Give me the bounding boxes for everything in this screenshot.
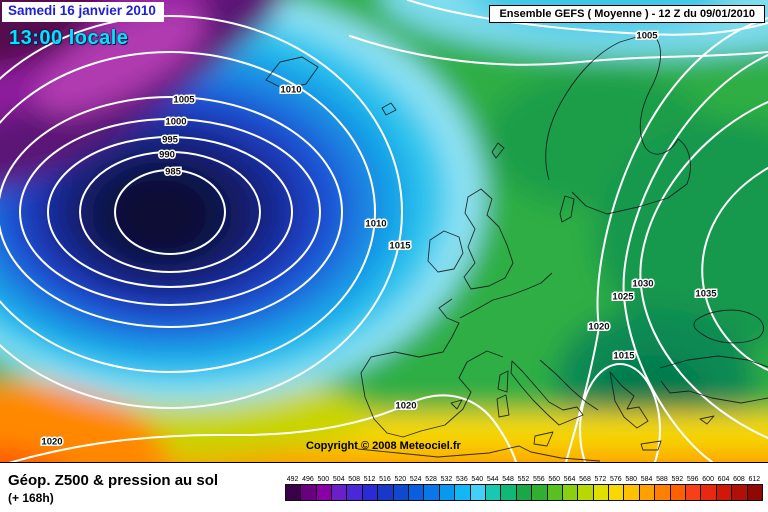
legend-value: 588 xyxy=(656,475,668,483)
legend-swatch xyxy=(731,484,747,500)
legend-swatch xyxy=(746,484,762,500)
legend-value: 572 xyxy=(594,475,607,483)
legend-value: 568 xyxy=(579,475,591,483)
copyright-label: Copyright © 2008 Meteociel.fr xyxy=(306,440,461,452)
legend-swatch xyxy=(654,484,670,500)
legend-swatch xyxy=(561,484,578,500)
weather-map: 1005 1000 995 990 985 1010 1005 1010 1015 1030 102… xyxy=(0,0,768,462)
pressure-label: 1020 xyxy=(588,322,609,333)
date-label: Samedi 16 janvier 2010 xyxy=(8,3,156,18)
legend-value: 544 xyxy=(486,475,499,483)
legend-value: 612 xyxy=(748,475,761,483)
date-box: Samedi 16 janvier 2010 xyxy=(2,2,164,22)
legend-value: 504 xyxy=(332,475,345,483)
legend-swatch xyxy=(500,484,516,500)
pressure-label: 985 xyxy=(165,167,182,178)
legend-value: 604 xyxy=(717,475,730,483)
contour-layer xyxy=(0,0,768,462)
legend-value: 492 xyxy=(286,475,299,483)
legend-value: 548 xyxy=(502,475,514,483)
legend-swatch xyxy=(577,484,593,500)
legend-value: 600 xyxy=(702,475,714,483)
legend-swatch xyxy=(423,484,439,500)
legend-swatch xyxy=(408,484,424,500)
legend-swatch xyxy=(300,484,316,500)
pressure-label: 1010 xyxy=(280,85,301,96)
legend-swatch xyxy=(515,484,532,500)
legend-value: 536 xyxy=(456,475,468,483)
legend: 492 496 500 504 508 512 516 520 524 528 532 536 540 5… xyxy=(284,475,768,501)
legend-value: 500 xyxy=(317,475,330,483)
legend-value: 540 xyxy=(471,475,484,483)
legend-value: 524 xyxy=(409,475,422,483)
legend-value: 608 xyxy=(733,475,745,483)
legend-value: 596 xyxy=(686,475,699,483)
legend-value: 560 xyxy=(548,475,561,483)
legend-swatch xyxy=(669,484,686,500)
legend-swatch xyxy=(546,484,562,500)
legend-value: 532 xyxy=(440,475,453,483)
local-time-label: 13:00 locale xyxy=(9,27,129,49)
legend-swatch xyxy=(531,484,547,500)
forecast-hour: (+ 168h) xyxy=(8,490,54,505)
legend-value: 580 xyxy=(625,475,638,483)
pressure-label: 1015 xyxy=(613,351,635,362)
legend-swatch xyxy=(484,484,501,500)
legend-swatch xyxy=(438,484,455,500)
legend-swatch xyxy=(454,484,470,500)
footer-panel: Géop. Z500 & pression au sol (+ 168h) 49… xyxy=(0,462,768,512)
pressure-label: 1010 xyxy=(365,219,386,230)
legend-value: 592 xyxy=(671,475,684,483)
pressure-label: 995 xyxy=(162,135,179,146)
legend-value: 576 xyxy=(609,475,622,483)
pressure-label: 1030 xyxy=(632,279,653,290)
legend-value: 552 xyxy=(517,475,530,483)
pressure-label: 1020 xyxy=(395,401,416,412)
map-title: Géop. Z500 & pression au sol xyxy=(8,472,219,490)
legend-values: 492 496 500 504 508 512 516 520 524 528 532 536 540 5… xyxy=(285,475,763,484)
field-layer xyxy=(0,0,768,462)
legend-swatch xyxy=(469,484,485,500)
legend-value: 528 xyxy=(425,475,437,483)
legend-value: 512 xyxy=(363,475,376,483)
pressure-label: 990 xyxy=(159,150,175,161)
model-info-box: Ensemble GEFS ( Moyenne ) - 12 Z du 09/0… xyxy=(489,5,765,23)
legend-colors xyxy=(284,483,763,501)
pressure-label: 1005 xyxy=(636,31,658,42)
pressure-label: 1015 xyxy=(389,241,411,252)
legend-swatch xyxy=(700,484,716,500)
legend-value: 564 xyxy=(563,475,576,483)
footer-text: Géop. Z500 & pression au sol (+ 168h) xyxy=(0,470,228,505)
coastline-layer xyxy=(265,32,768,462)
legend-value: 556 xyxy=(532,475,545,483)
legend-swatch xyxy=(685,484,701,500)
model-run-label: Ensemble GEFS ( Moyenne ) - 12 Z du 09/0… xyxy=(499,8,755,20)
legend-swatch xyxy=(392,484,409,500)
legend-value: 520 xyxy=(394,475,407,483)
legend-swatch xyxy=(346,484,362,500)
legend-value: 496 xyxy=(302,475,314,483)
legend-swatch xyxy=(592,484,609,500)
pressure-label: 1025 xyxy=(612,292,634,303)
legend-swatch xyxy=(715,484,732,500)
legend-swatch xyxy=(331,484,347,500)
legend-swatch xyxy=(361,484,378,500)
legend-swatch xyxy=(608,484,624,500)
pressure-label: 1000 xyxy=(165,117,186,128)
legend-swatch xyxy=(623,484,639,500)
legend-value: 516 xyxy=(379,475,391,483)
legend-value: 508 xyxy=(348,475,360,483)
legend-swatch xyxy=(638,484,655,500)
pressure-label: 1020 xyxy=(41,437,62,448)
legend-swatch xyxy=(377,484,393,500)
legend-value: 584 xyxy=(640,475,653,483)
legend-swatch xyxy=(285,484,301,500)
labels-layer: 1005100099599098510101005101010151030102… xyxy=(40,29,719,449)
pressure-label: 1005 xyxy=(173,95,195,106)
legend-swatch xyxy=(315,484,332,500)
pressure-label: 1035 xyxy=(695,289,717,300)
